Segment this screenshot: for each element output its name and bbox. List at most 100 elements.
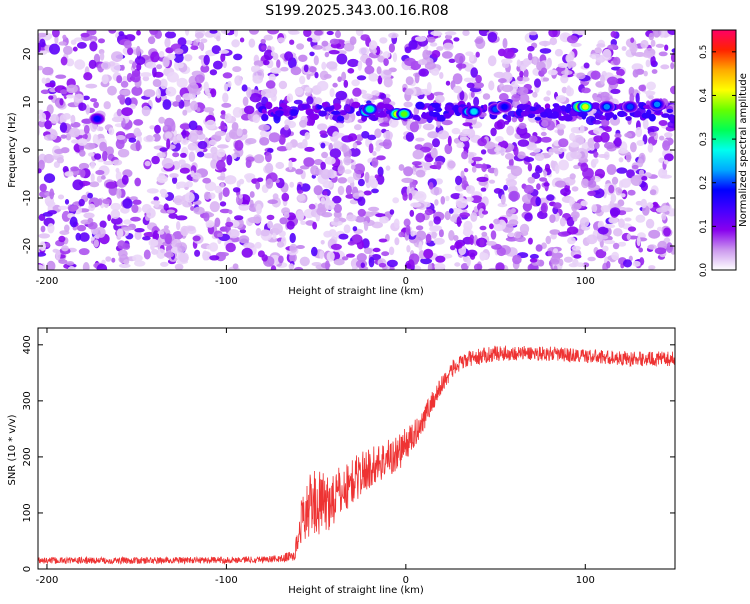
- colorbar-tick-label: 0.5: [699, 45, 709, 59]
- heatmap-band-cell: [290, 109, 299, 116]
- heatmap-cell: [369, 178, 379, 189]
- heatmap-cell: [142, 236, 151, 241]
- heatmap-cell: [527, 176, 536, 184]
- heatmap-cell: [275, 161, 285, 170]
- heatmap-x-tick-label: -200: [36, 276, 59, 287]
- heatmap-cell: [477, 137, 487, 147]
- heatmap-cell: [463, 168, 469, 173]
- heatmap-cell: [600, 205, 611, 213]
- heatmap-cell: [268, 73, 276, 82]
- heatmap-cell: [77, 138, 88, 146]
- heatmap-cell: [130, 216, 141, 222]
- heatmap-cell: [405, 224, 411, 236]
- heatmap-cell: [205, 181, 217, 192]
- heatmap-cell: [320, 197, 325, 205]
- heatmap-cell: [38, 65, 44, 71]
- heatmap-cell: [149, 30, 159, 35]
- heatmap-cell: [353, 163, 365, 175]
- heatmap-cell: [671, 48, 675, 53]
- heatmap-cell: [264, 92, 274, 98]
- heatmap-cell: [244, 173, 256, 181]
- heatmap-band-cell: [345, 105, 351, 113]
- heatmap-cell: [336, 53, 348, 65]
- heatmap-cell: [121, 107, 133, 117]
- heatmap-cell: [59, 122, 68, 133]
- heatmap-cell: [72, 179, 84, 191]
- heatmap-cell: [403, 101, 413, 108]
- heatmap-cell: [462, 139, 470, 151]
- heatmap-cell: [200, 64, 210, 73]
- heatmap-cell: [591, 204, 598, 213]
- heatmap-cell: [634, 52, 646, 57]
- heatmap-cell: [377, 166, 384, 177]
- heatmap-cell: [233, 30, 239, 37]
- heatmap-cell: [74, 59, 86, 70]
- heatmap-cell: [176, 77, 188, 88]
- heatmap-cell: [228, 229, 240, 239]
- heatmap-cell: [216, 148, 226, 158]
- heatmap-y-tick-label: -20: [22, 238, 33, 254]
- heatmap-cell: [474, 163, 484, 169]
- heatmap-cell: [508, 190, 520, 202]
- heatmap-cell: [265, 151, 272, 163]
- heatmap-cell: [424, 61, 436, 70]
- heatmap-cell: [50, 129, 58, 141]
- heatmap-cell: [453, 85, 463, 94]
- heatmap-cell: [388, 117, 399, 128]
- heatmap-cell: [553, 248, 558, 254]
- heatmap-band-cell: [436, 114, 446, 122]
- heatmap-cell: [245, 138, 257, 145]
- heatmap-cell: [306, 96, 314, 105]
- heatmap-cell: [581, 87, 591, 94]
- heatmap-cell: [74, 37, 84, 42]
- heatmap-cell: [482, 93, 491, 100]
- heatmap-cell: [198, 41, 204, 50]
- heatmap-cell: [607, 76, 618, 86]
- heatmap-cell: [220, 182, 225, 188]
- heatmap-cell: [500, 194, 506, 205]
- heatmap-cell: [649, 189, 657, 196]
- heatmap-cell: [647, 126, 660, 132]
- heatmap-hotspot: [501, 104, 508, 110]
- heatmap-cell: [177, 37, 187, 47]
- heatmap-cell: [341, 71, 347, 82]
- heatmap-cell: [328, 50, 340, 55]
- heatmap-cell: [313, 97, 323, 105]
- heatmap-cell: [60, 89, 68, 95]
- heatmap-hotspot: [400, 111, 408, 117]
- heatmap-cell: [56, 157, 64, 164]
- heatmap-cell: [411, 161, 422, 166]
- heatmap-cell: [285, 142, 293, 151]
- heatmap-cell: [147, 36, 156, 45]
- heatmap-cell: [82, 95, 90, 101]
- heatmap-cell: [223, 83, 228, 92]
- heatmap-cell: [295, 168, 304, 175]
- heatmap-cell: [465, 185, 475, 194]
- heatmap-cell: [174, 48, 184, 55]
- heatmap-cell: [614, 133, 622, 139]
- heatmap-band-cell: [661, 113, 671, 118]
- heatmap-cell: [553, 265, 558, 270]
- heatmap-cell: [616, 68, 625, 77]
- heatmap-cell: [650, 55, 656, 66]
- heatmap-cell: [89, 181, 100, 188]
- heatmap-cell: [502, 48, 515, 59]
- snr-y-tick-label: 200: [22, 447, 33, 466]
- heatmap-cell: [323, 74, 332, 79]
- heatmap-cell: [332, 195, 342, 204]
- heatmap-band-cell: [332, 103, 342, 111]
- heatmap-cell: [647, 143, 654, 153]
- heatmap-cell: [140, 72, 152, 78]
- heatmap-cell: [531, 172, 541, 180]
- heatmap-cell: [39, 38, 46, 48]
- heatmap-cell: [324, 156, 336, 165]
- heatmap-cell: [67, 205, 78, 212]
- snr-x-tick-label: -100: [215, 575, 238, 586]
- heatmap-cell: [337, 185, 345, 196]
- heatmap-cell: [625, 151, 632, 163]
- heatmap-cell: [53, 161, 61, 169]
- heatmap-cell: [415, 169, 426, 178]
- heatmap-cell: [559, 217, 567, 227]
- heatmap-cell: [648, 229, 661, 239]
- heatmap-cell: [210, 159, 218, 169]
